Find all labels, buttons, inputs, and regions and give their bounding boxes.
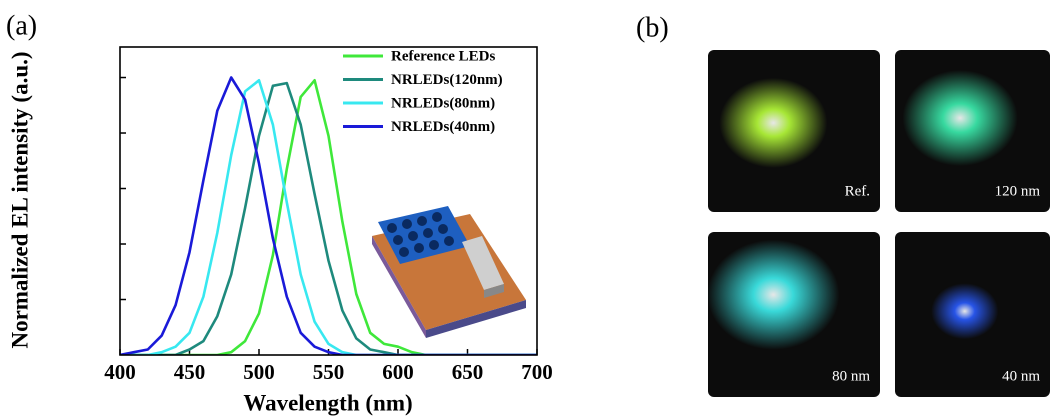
x-tick-label: 600 — [382, 360, 414, 384]
x-axis-label: Wavelength (nm) — [243, 390, 412, 415]
plot: 400 450 500 550 600 650 700 Reference LEDs NRLED… — [104, 47, 553, 384]
photo-label: Ref. — [845, 183, 870, 199]
photo-panel: Ref. 120 nm 80 nm 40 nm — [707, 50, 1050, 397]
legend-label: NRLEDs(80nm) — [391, 95, 495, 111]
x-tick-label: 550 — [313, 360, 345, 384]
inset-illustration — [372, 206, 526, 338]
x-tick-label: 450 — [174, 360, 206, 384]
legend-label: NRLEDs(120nm) — [391, 72, 503, 88]
panel-label: (b) — [636, 12, 669, 43]
photo-label: 80 nm — [832, 368, 870, 384]
glow — [903, 70, 1018, 166]
glow — [707, 240, 839, 350]
y-axis-label: Normalized EL intensity (a.u.) — [7, 51, 32, 348]
panel-label: (a) — [6, 10, 37, 41]
legend-label: NRLEDs(40nm) — [391, 119, 495, 135]
glow — [719, 78, 827, 168]
figure: (a) (b) Wavelength (nm) Normalized EL in… — [0, 0, 1056, 418]
glow — [931, 283, 998, 339]
legend-label: Reference LEDs — [391, 48, 495, 64]
photo-label: 120 nm — [995, 183, 1041, 199]
x-tick-label: 650 — [452, 360, 484, 384]
x-tick-label: 700 — [521, 360, 553, 384]
x-tick-label: 500 — [243, 360, 275, 384]
photo-label: 40 nm — [1002, 368, 1040, 384]
x-tick-label: 400 — [104, 360, 136, 384]
